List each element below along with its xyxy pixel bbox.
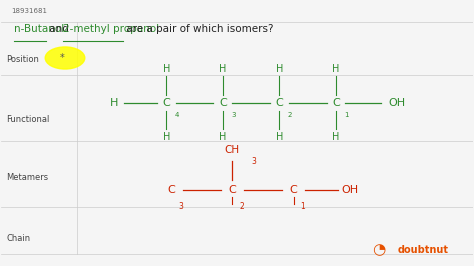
Text: C: C — [275, 98, 283, 108]
Text: 3: 3 — [251, 157, 256, 167]
Text: Metamers: Metamers — [6, 173, 48, 182]
Text: 4: 4 — [174, 111, 179, 118]
Text: H: H — [163, 132, 170, 142]
Text: Position: Position — [6, 55, 39, 64]
Text: n-Butanol: n-Butanol — [14, 24, 64, 34]
Text: C: C — [290, 185, 297, 195]
Text: H: H — [276, 64, 283, 73]
Text: 1: 1 — [344, 111, 348, 118]
Text: H: H — [332, 132, 340, 142]
Text: and: and — [46, 24, 72, 34]
Text: H: H — [219, 132, 227, 142]
Text: H: H — [110, 98, 118, 108]
Text: C: C — [219, 98, 227, 108]
Text: C: C — [332, 98, 340, 108]
Text: H: H — [332, 64, 340, 73]
Text: C: C — [228, 185, 236, 195]
Text: Functional: Functional — [6, 115, 49, 124]
Text: 2-methyl propanol: 2-methyl propanol — [64, 24, 160, 34]
Text: 2: 2 — [288, 111, 292, 118]
Text: H: H — [219, 64, 227, 73]
Circle shape — [45, 47, 85, 69]
Text: C: C — [167, 185, 175, 195]
Text: 3: 3 — [178, 202, 183, 211]
Text: C: C — [163, 98, 170, 108]
Text: doubtnut: doubtnut — [398, 245, 448, 255]
Text: 18931681: 18931681 — [11, 8, 47, 14]
Text: H: H — [163, 64, 170, 73]
Text: *: * — [59, 53, 64, 63]
Text: are a pair of which isomers?: are a pair of which isomers? — [123, 24, 273, 34]
Text: CH: CH — [225, 145, 240, 155]
Text: H: H — [276, 132, 283, 142]
Text: Chain: Chain — [6, 234, 30, 243]
Text: 3: 3 — [231, 111, 236, 118]
Text: 1: 1 — [301, 202, 305, 211]
Text: ◔: ◔ — [372, 243, 385, 258]
Text: OH: OH — [389, 98, 406, 108]
Text: OH: OH — [342, 185, 359, 195]
Text: 2: 2 — [239, 202, 244, 211]
